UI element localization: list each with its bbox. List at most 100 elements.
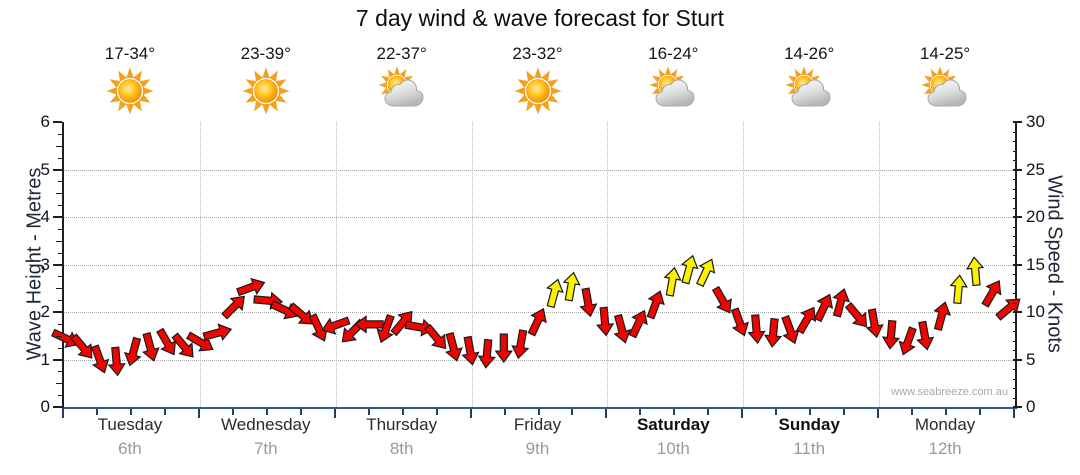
wind-arrow — [123, 336, 142, 367]
left-axis-tick-label: 0 — [40, 397, 50, 416]
horizontal-gridline — [64, 359, 1015, 361]
weather-icon-slot — [105, 64, 155, 115]
sun-ray — [652, 75, 662, 83]
x-axis-tick — [605, 409, 608, 418]
wind-arrow-strong — [949, 274, 968, 305]
cloud — [384, 79, 424, 107]
day-name-wednesday: Wednesday — [221, 415, 311, 434]
sun-ray — [242, 87, 253, 95]
x-axis-tick — [469, 409, 472, 418]
day-name-thursday: Thursday — [366, 415, 438, 434]
page-title: 7 day wind & wave forecast for Sturt — [355, 5, 725, 31]
left-major-tick — [53, 216, 62, 218]
right-minor-tick — [1013, 302, 1017, 304]
weather-icon-slot — [648, 64, 698, 114]
x-axis-tick — [911, 409, 914, 415]
wind-arrow-strong — [663, 266, 682, 297]
x-axis-tick — [979, 409, 982, 415]
sun-ray — [132, 100, 142, 112]
right-minor-tick — [1013, 350, 1017, 351]
wind-arrow — [494, 333, 513, 364]
sun-ray — [245, 94, 257, 103]
sun-ray — [126, 67, 134, 79]
sun-ray — [533, 103, 542, 115]
temperature-range: 23-32° — [512, 44, 563, 63]
sun-cloud-icon — [649, 66, 695, 107]
sun-ray — [268, 70, 278, 82]
sun-ray — [378, 81, 387, 89]
left-major-tick — [53, 358, 62, 361]
x-axis-tick — [367, 409, 370, 415]
wind-arrow — [881, 319, 901, 350]
x-axis-tick — [197, 409, 200, 418]
right-minor-tick — [1013, 160, 1017, 161]
right-major-tick — [1013, 263, 1022, 266]
x-axis-tick — [571, 409, 574, 415]
wind-arrow — [90, 344, 110, 374]
left-minor-tick — [58, 347, 62, 349]
wind-arrow — [898, 326, 917, 356]
wind-arrow — [461, 335, 480, 366]
wind-arrow — [236, 277, 266, 297]
day-date: 10th — [656, 439, 690, 458]
day-date: 6th — [118, 439, 142, 458]
day-boundary-gridline — [335, 122, 337, 407]
x-axis-tick — [537, 409, 540, 415]
left-major-tick — [53, 311, 62, 313]
wind-arrow — [579, 287, 598, 318]
wind-arrow — [832, 287, 851, 318]
horizontal-gridline — [64, 169, 1015, 171]
left-minor-tick — [56, 383, 62, 385]
left-minor-tick — [58, 276, 62, 278]
x-axis-tick — [503, 409, 506, 415]
wind-arrow — [321, 316, 351, 335]
right-minor-tick — [1013, 236, 1017, 237]
wind-arrow — [933, 301, 952, 331]
x-axis-tick — [673, 409, 676, 415]
right-axis-tick-label: 0 — [1026, 397, 1036, 416]
wind-arrow — [628, 309, 648, 339]
sun-ray — [399, 69, 406, 78]
right-axis-tick-label: 20 — [1026, 207, 1045, 226]
sun-ray — [393, 66, 400, 75]
wind-arrow — [813, 293, 834, 323]
right-minor-tick — [1013, 283, 1017, 285]
right-minor-tick — [1013, 188, 1017, 190]
sun-ray — [550, 87, 562, 95]
x-axis-tick — [741, 409, 744, 418]
right-minor-tick — [1013, 179, 1017, 180]
x-axis-tick — [639, 409, 642, 415]
sun-icon — [242, 67, 290, 115]
right-major-tick — [1013, 311, 1022, 313]
left-major-tick — [53, 406, 62, 408]
right-minor-tick — [1013, 226, 1017, 228]
day-date: 9th — [525, 439, 550, 458]
sun-icon — [106, 67, 154, 115]
right-minor-tick — [1013, 378, 1017, 380]
weather-icon-slot — [920, 64, 970, 114]
left-axis-tick-label: 1 — [40, 349, 50, 369]
left-minor-tick — [58, 395, 62, 397]
temperature-range: 16-24° — [648, 44, 699, 63]
left-minor-tick — [58, 228, 62, 230]
left-minor-tick — [56, 145, 62, 147]
x-axis-tick — [62, 409, 64, 418]
temperature-range: 17-34° — [104, 44, 156, 63]
wind-arrow — [730, 307, 750, 337]
left-axis-tick-label: 6 — [40, 112, 50, 131]
right-axis-tick-label: 25 — [1026, 159, 1045, 179]
weather-icon-slot — [513, 64, 563, 115]
right-minor-tick — [1013, 321, 1017, 323]
day-name-tuesday: Tuesday — [97, 415, 163, 434]
sun-ray — [142, 87, 154, 95]
sun-disc — [118, 79, 142, 103]
wind-arrow — [376, 313, 395, 344]
wind-arrow-strong — [562, 271, 581, 302]
wind-arrow — [763, 317, 783, 348]
sun-ray — [268, 100, 278, 112]
day-date: 8th — [389, 439, 414, 458]
sun-disc — [525, 79, 550, 103]
sun-ray — [278, 87, 290, 95]
wind-arrow — [981, 279, 1002, 308]
left-axis-tick-label: 4 — [40, 207, 50, 226]
